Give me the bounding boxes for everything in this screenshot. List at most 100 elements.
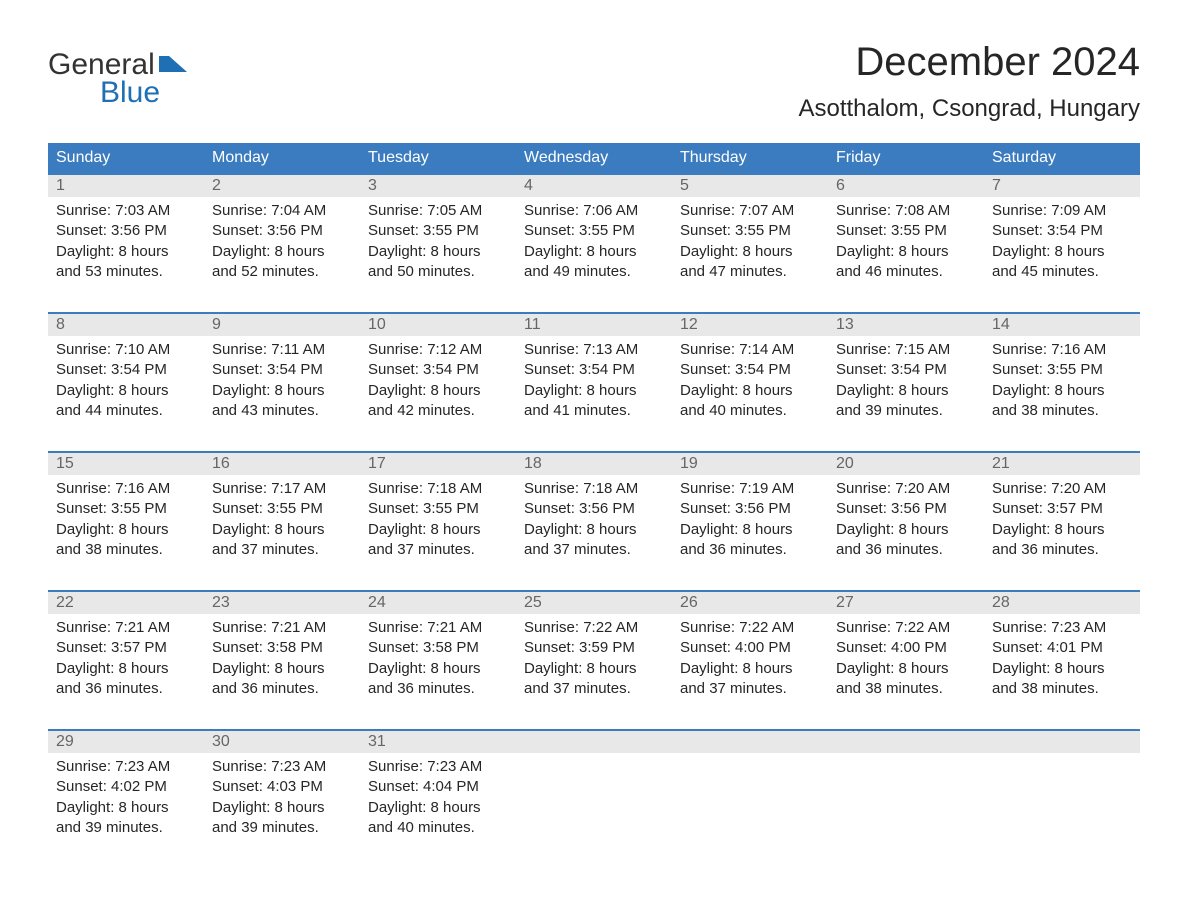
day-cell: Sunrise: 7:21 AMSunset: 3:57 PMDaylight:… bbox=[48, 614, 204, 705]
day-number: 13 bbox=[828, 314, 984, 336]
daylight-line-2: and 41 minutes. bbox=[524, 401, 664, 421]
day-number: 2 bbox=[204, 175, 360, 197]
page-header: General Blue December 2024 Asotthalom, C… bbox=[48, 40, 1140, 123]
day-number: 29 bbox=[48, 731, 204, 753]
day-cell: Sunrise: 7:16 AMSunset: 3:55 PMDaylight:… bbox=[984, 336, 1140, 427]
day-content-row: Sunrise: 7:16 AMSunset: 3:55 PMDaylight:… bbox=[48, 475, 1140, 566]
sunrise-line: Sunrise: 7:09 AM bbox=[992, 201, 1132, 221]
sunset-line: Sunset: 3:55 PM bbox=[680, 221, 820, 241]
daylight-line-1: Daylight: 8 hours bbox=[680, 381, 820, 401]
day-content-row: Sunrise: 7:21 AMSunset: 3:57 PMDaylight:… bbox=[48, 614, 1140, 705]
day-header-tuesday: Tuesday bbox=[360, 143, 516, 173]
daylight-line-2: and 52 minutes. bbox=[212, 262, 352, 282]
sunrise-line: Sunrise: 7:17 AM bbox=[212, 479, 352, 499]
day-number: 28 bbox=[984, 592, 1140, 614]
daylight-line-1: Daylight: 8 hours bbox=[992, 659, 1132, 679]
daylight-line-2: and 37 minutes. bbox=[212, 540, 352, 560]
day-cell: Sunrise: 7:21 AMSunset: 3:58 PMDaylight:… bbox=[204, 614, 360, 705]
sunset-line: Sunset: 4:02 PM bbox=[56, 777, 196, 797]
sunrise-line: Sunrise: 7:07 AM bbox=[680, 201, 820, 221]
daylight-line-1: Daylight: 8 hours bbox=[212, 520, 352, 540]
daylight-line-1: Daylight: 8 hours bbox=[524, 659, 664, 679]
day-cell: Sunrise: 7:18 AMSunset: 3:56 PMDaylight:… bbox=[516, 475, 672, 566]
sunset-line: Sunset: 3:55 PM bbox=[836, 221, 976, 241]
day-cell: Sunrise: 7:16 AMSunset: 3:55 PMDaylight:… bbox=[48, 475, 204, 566]
location-subtitle: Asotthalom, Csongrad, Hungary bbox=[798, 95, 1140, 123]
day-cell: Sunrise: 7:09 AMSunset: 3:54 PMDaylight:… bbox=[984, 197, 1140, 288]
day-cell: Sunrise: 7:03 AMSunset: 3:56 PMDaylight:… bbox=[48, 197, 204, 288]
sunrise-line: Sunrise: 7:22 AM bbox=[836, 618, 976, 638]
day-number: 31 bbox=[360, 731, 516, 753]
sunrise-line: Sunrise: 7:14 AM bbox=[680, 340, 820, 360]
day-number: 3 bbox=[360, 175, 516, 197]
sunrise-line: Sunrise: 7:16 AM bbox=[992, 340, 1132, 360]
sunrise-line: Sunrise: 7:08 AM bbox=[836, 201, 976, 221]
sunrise-line: Sunrise: 7:12 AM bbox=[368, 340, 508, 360]
sunrise-line: Sunrise: 7:05 AM bbox=[368, 201, 508, 221]
sunset-line: Sunset: 3:54 PM bbox=[680, 360, 820, 380]
daylight-line-2: and 40 minutes. bbox=[680, 401, 820, 421]
day-header-saturday: Saturday bbox=[984, 143, 1140, 173]
day-number: 9 bbox=[204, 314, 360, 336]
day-cell: Sunrise: 7:06 AMSunset: 3:55 PMDaylight:… bbox=[516, 197, 672, 288]
sunset-line: Sunset: 3:55 PM bbox=[368, 499, 508, 519]
sunrise-line: Sunrise: 7:06 AM bbox=[524, 201, 664, 221]
daylight-line-2: and 47 minutes. bbox=[680, 262, 820, 282]
day-number: 27 bbox=[828, 592, 984, 614]
calendar-week: 891011121314Sunrise: 7:10 AMSunset: 3:54… bbox=[48, 312, 1140, 427]
calendar-week: 22232425262728Sunrise: 7:21 AMSunset: 3:… bbox=[48, 590, 1140, 705]
day-cell: Sunrise: 7:23 AMSunset: 4:03 PMDaylight:… bbox=[204, 753, 360, 844]
daylight-line-1: Daylight: 8 hours bbox=[836, 381, 976, 401]
daylight-line-1: Daylight: 8 hours bbox=[212, 381, 352, 401]
daylight-line-1: Daylight: 8 hours bbox=[680, 520, 820, 540]
sunrise-line: Sunrise: 7:21 AM bbox=[56, 618, 196, 638]
month-title: December 2024 bbox=[798, 40, 1140, 85]
daylight-line-2: and 36 minutes. bbox=[992, 540, 1132, 560]
day-cell: Sunrise: 7:20 AMSunset: 3:56 PMDaylight:… bbox=[828, 475, 984, 566]
sunrise-line: Sunrise: 7:23 AM bbox=[368, 757, 508, 777]
sunset-line: Sunset: 3:56 PM bbox=[56, 221, 196, 241]
daylight-line-1: Daylight: 8 hours bbox=[56, 798, 196, 818]
daylight-line-1: Daylight: 8 hours bbox=[368, 242, 508, 262]
day-number bbox=[672, 731, 828, 753]
sunset-line: Sunset: 3:54 PM bbox=[836, 360, 976, 380]
day-number: 16 bbox=[204, 453, 360, 475]
day-cell: Sunrise: 7:17 AMSunset: 3:55 PMDaylight:… bbox=[204, 475, 360, 566]
daylight-line-2: and 39 minutes. bbox=[212, 818, 352, 838]
logo-text-bottom: Blue bbox=[100, 76, 187, 110]
day-number: 18 bbox=[516, 453, 672, 475]
day-number: 1 bbox=[48, 175, 204, 197]
daylight-line-1: Daylight: 8 hours bbox=[56, 659, 196, 679]
sunset-line: Sunset: 3:56 PM bbox=[212, 221, 352, 241]
day-cell: Sunrise: 7:12 AMSunset: 3:54 PMDaylight:… bbox=[360, 336, 516, 427]
daylight-line-2: and 42 minutes. bbox=[368, 401, 508, 421]
day-number: 6 bbox=[828, 175, 984, 197]
sunset-line: Sunset: 3:56 PM bbox=[524, 499, 664, 519]
daylight-line-2: and 46 minutes. bbox=[836, 262, 976, 282]
sunset-line: Sunset: 3:57 PM bbox=[56, 638, 196, 658]
sunset-line: Sunset: 3:55 PM bbox=[368, 221, 508, 241]
sunrise-line: Sunrise: 7:23 AM bbox=[56, 757, 196, 777]
sunset-line: Sunset: 4:04 PM bbox=[368, 777, 508, 797]
sunset-line: Sunset: 3:55 PM bbox=[524, 221, 664, 241]
daylight-line-2: and 38 minutes. bbox=[56, 540, 196, 560]
sunrise-line: Sunrise: 7:23 AM bbox=[992, 618, 1132, 638]
calendar-week: 15161718192021Sunrise: 7:16 AMSunset: 3:… bbox=[48, 451, 1140, 566]
daylight-line-1: Daylight: 8 hours bbox=[836, 242, 976, 262]
day-cell: Sunrise: 7:08 AMSunset: 3:55 PMDaylight:… bbox=[828, 197, 984, 288]
day-cell: Sunrise: 7:23 AMSunset: 4:01 PMDaylight:… bbox=[984, 614, 1140, 705]
day-number: 20 bbox=[828, 453, 984, 475]
daylight-line-1: Daylight: 8 hours bbox=[680, 242, 820, 262]
sunset-line: Sunset: 3:54 PM bbox=[992, 221, 1132, 241]
logo: General Blue bbox=[48, 48, 187, 110]
day-header-friday: Friday bbox=[828, 143, 984, 173]
day-cell: Sunrise: 7:19 AMSunset: 3:56 PMDaylight:… bbox=[672, 475, 828, 566]
daylight-line-1: Daylight: 8 hours bbox=[680, 659, 820, 679]
day-number: 23 bbox=[204, 592, 360, 614]
day-content-row: Sunrise: 7:10 AMSunset: 3:54 PMDaylight:… bbox=[48, 336, 1140, 427]
day-number: 5 bbox=[672, 175, 828, 197]
day-cell bbox=[828, 753, 984, 844]
day-header-wednesday: Wednesday bbox=[516, 143, 672, 173]
day-number: 11 bbox=[516, 314, 672, 336]
sunset-line: Sunset: 4:00 PM bbox=[680, 638, 820, 658]
